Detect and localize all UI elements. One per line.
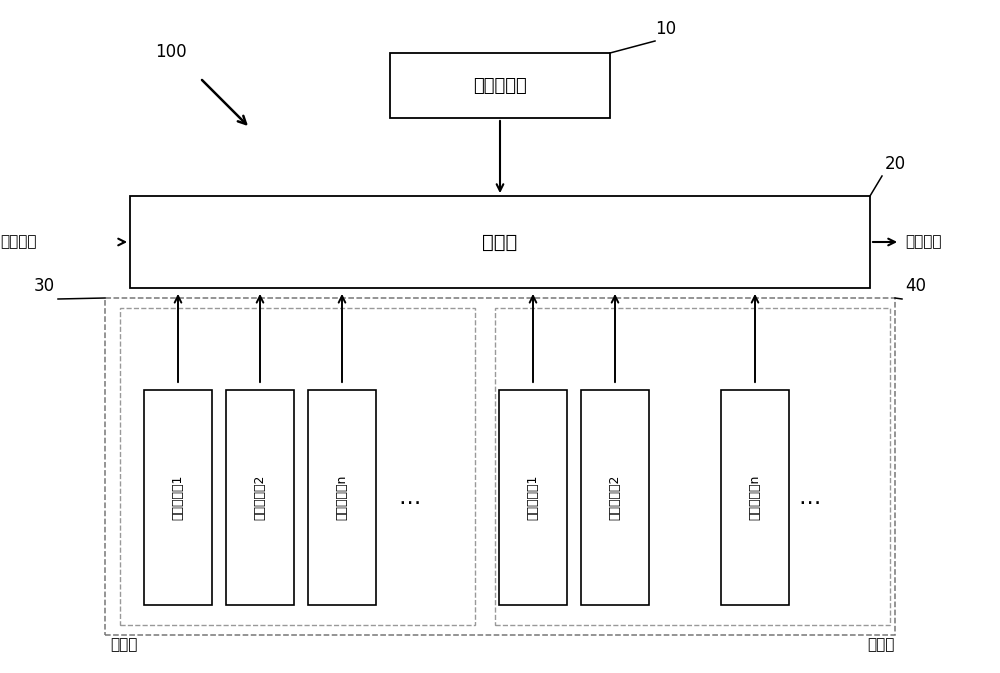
- Bar: [226, 390, 294, 605]
- Text: 异构执行体n: 异构执行体n: [336, 475, 349, 520]
- Text: 40: 40: [905, 277, 926, 295]
- Text: 工作池: 工作池: [110, 637, 137, 652]
- Text: 异构执行体2: 异构执行体2: [254, 475, 266, 520]
- Text: 异构执行体1: 异构执行体1: [172, 475, 184, 520]
- Bar: [721, 390, 789, 605]
- Bar: [390, 53, 610, 118]
- Text: 异构执行体2: 异构执行体2: [608, 475, 622, 520]
- Text: 备选池: 备选池: [868, 637, 895, 652]
- Bar: [105, 298, 895, 635]
- Bar: [581, 390, 649, 605]
- Text: 100: 100: [155, 43, 187, 61]
- Text: 服务请求: 服务请求: [0, 234, 36, 250]
- Text: 异构执行体n: 异构执行体n: [748, 475, 762, 520]
- Text: 服务响应: 服务响应: [905, 234, 942, 250]
- Bar: [495, 308, 890, 625]
- Bar: [308, 390, 376, 605]
- Bar: [120, 308, 475, 625]
- Text: 策略生成器: 策略生成器: [473, 77, 527, 94]
- Text: 10: 10: [655, 20, 676, 38]
- Bar: [144, 390, 212, 605]
- Text: …: …: [799, 487, 821, 507]
- Bar: [130, 196, 870, 288]
- Text: …: …: [399, 487, 421, 507]
- Bar: [499, 390, 567, 605]
- Text: 20: 20: [885, 155, 906, 173]
- Text: 调度器: 调度器: [482, 232, 518, 252]
- Text: 异构执行体1: 异构执行体1: [526, 475, 540, 520]
- Text: 30: 30: [34, 277, 55, 295]
